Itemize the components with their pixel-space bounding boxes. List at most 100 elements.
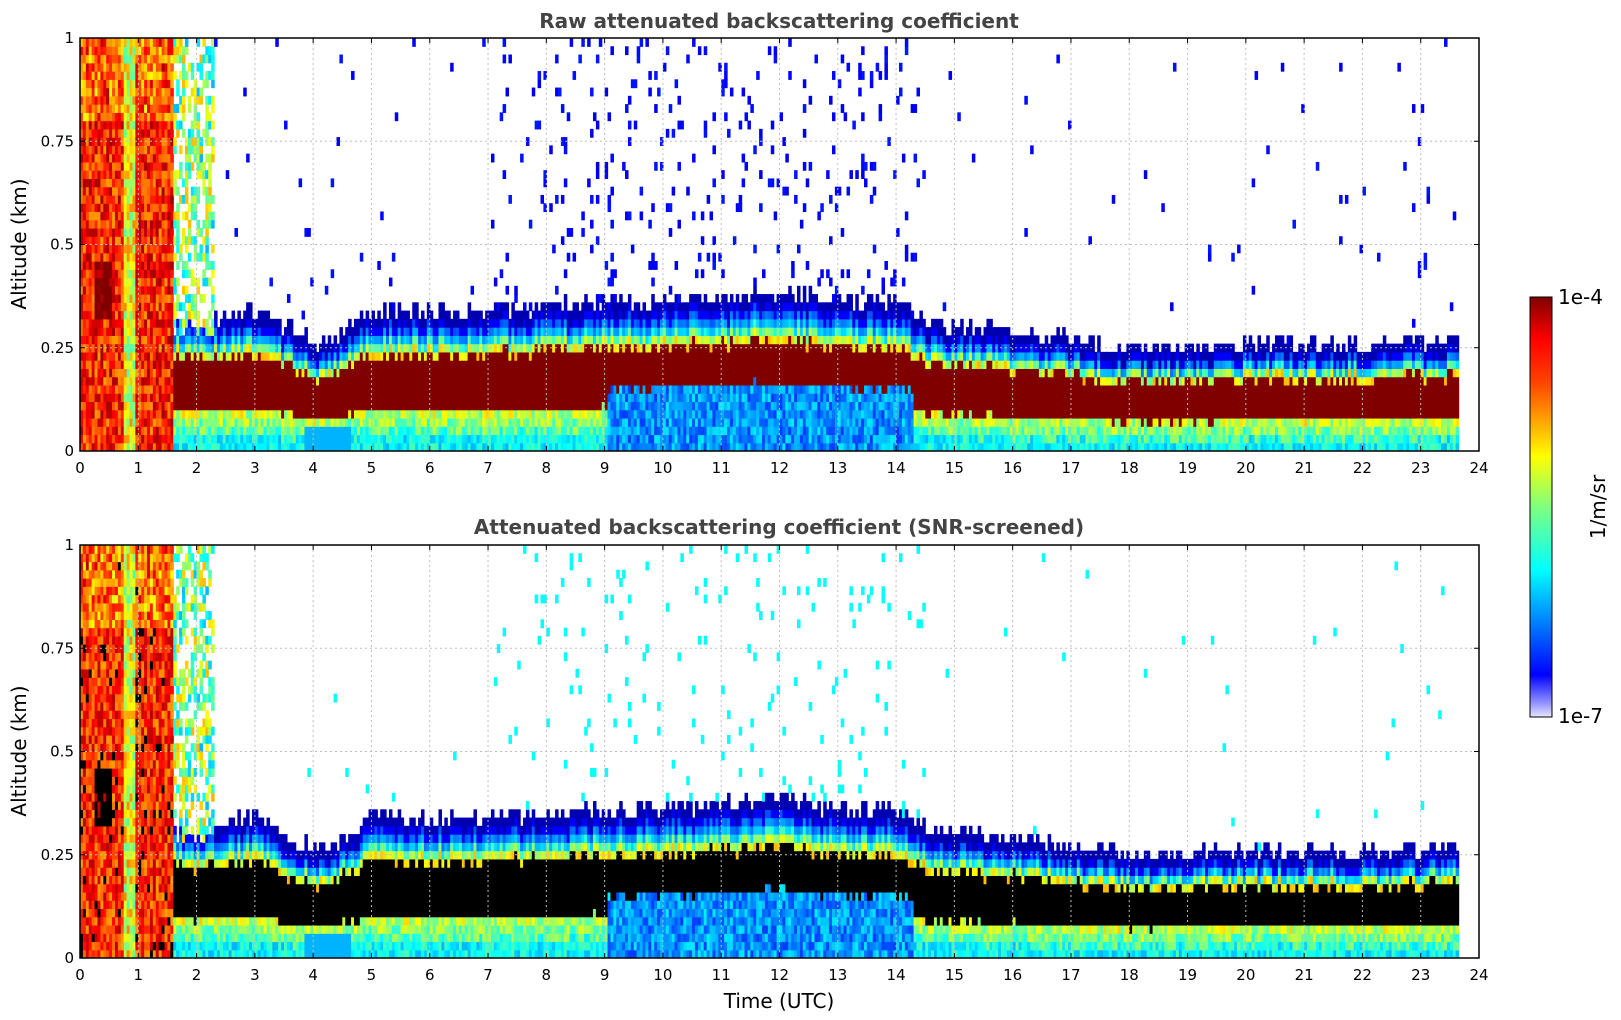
heatmap-cell [106,104,110,113]
heatmap-cell [374,401,378,411]
heatmap-cell [333,393,338,403]
heatmap-cell [622,161,626,171]
heatmap-cell [103,277,107,287]
heatmap-cell [85,211,90,221]
heatmap-cell [228,434,233,444]
heatmap-cell [654,327,658,336]
heatmap-cell [374,335,378,345]
heatmap-cell [330,426,335,436]
heatmap-cell [572,71,577,80]
heatmap-cell [170,269,174,279]
heatmap-cell [493,302,498,312]
heatmap-cell [117,145,122,155]
heatmap-cell [117,137,122,146]
heatmap-cell [205,351,209,361]
heatmap-cell [557,409,562,419]
heatmap-cell [607,376,612,386]
heatmap-cell [464,351,469,361]
heatmap-cell [388,426,393,436]
heatmap-cell [665,409,670,419]
heatmap-cell [517,368,521,378]
heatmap-cell [80,54,84,64]
heatmap-cell [161,244,166,254]
heatmap-cell [304,393,308,403]
heatmap-cell [353,351,358,361]
heatmap-cell [91,137,96,146]
heatmap-cell [680,393,684,403]
heatmap-cell [590,409,594,419]
heatmap-cell [80,153,84,163]
heatmap-cell [560,417,565,427]
heatmap-cell [689,393,693,403]
heatmap-cell [114,203,119,213]
heatmap-cell [388,401,393,411]
heatmap-cell [272,343,276,353]
heatmap-cell [444,384,448,394]
heatmap-cell [155,87,160,97]
heatmap-cell [91,211,96,221]
heatmap-cell [82,302,87,312]
heatmap-cell [155,302,160,312]
heatmap-cell [374,327,378,336]
heatmap-cell [106,343,110,353]
heatmap-cell [109,46,113,56]
heatmap-cell [488,310,492,320]
heatmap-cell [205,128,209,138]
heatmap-cell [645,360,649,369]
heatmap-cell [310,351,314,361]
heatmap-cell [161,71,166,80]
heatmap-cell [534,351,539,361]
heatmap-cell [135,104,139,113]
heatmap-cell [438,310,442,320]
heatmap-cell [85,310,90,320]
heatmap-cell [106,170,110,180]
heatmap-cell [196,343,201,353]
heatmap-cell [321,343,326,353]
heatmap-cell [202,442,206,451]
heatmap-cell [639,434,644,444]
heatmap-cell [135,442,139,451]
heatmap-cell [199,442,204,451]
heatmap-cell [219,384,224,394]
heatmap-cell [537,401,542,411]
heatmap-cell [129,178,134,188]
heatmap-cell [386,318,390,328]
heatmap-cell [391,401,396,411]
heatmap-cell [129,104,134,113]
heatmap-cell [584,442,588,451]
heatmap-cell [103,261,107,270]
heatmap-cell [161,186,166,196]
heatmap-cell [421,327,425,336]
heatmap-cell [91,203,96,213]
heatmap-cell [164,261,169,270]
heatmap-cell [569,38,574,47]
heatmap-cell [622,343,626,353]
heatmap-cell [292,384,297,394]
heatmap-cell [677,120,681,130]
heatmap-cell [496,368,501,378]
heatmap-cell [80,310,84,320]
heatmap-cell [205,335,209,345]
heatmap-cell [525,368,530,378]
heatmap-cell [97,376,101,386]
heatmap-area [80,38,1460,451]
heatmap-cell [155,120,160,130]
heatmap-cell [560,376,565,386]
heatmap-cell [537,79,542,89]
heatmap-cell [324,368,329,378]
heatmap-cell [552,409,556,419]
heatmap-cell [686,360,690,369]
heatmap-cell [627,409,632,419]
heatmap-cell [625,401,629,411]
heatmap-cell [496,426,501,436]
heatmap-cell [155,137,160,146]
heatmap-cell [88,384,93,394]
heatmap-cell [356,327,361,336]
heatmap-cell [365,376,370,386]
heatmap-cell [470,318,475,328]
heatmap-cell [179,194,183,204]
heatmap-cell [141,417,145,427]
heatmap-cell [80,227,84,237]
heatmap-cell [362,343,367,353]
heatmap-cell [82,104,87,113]
